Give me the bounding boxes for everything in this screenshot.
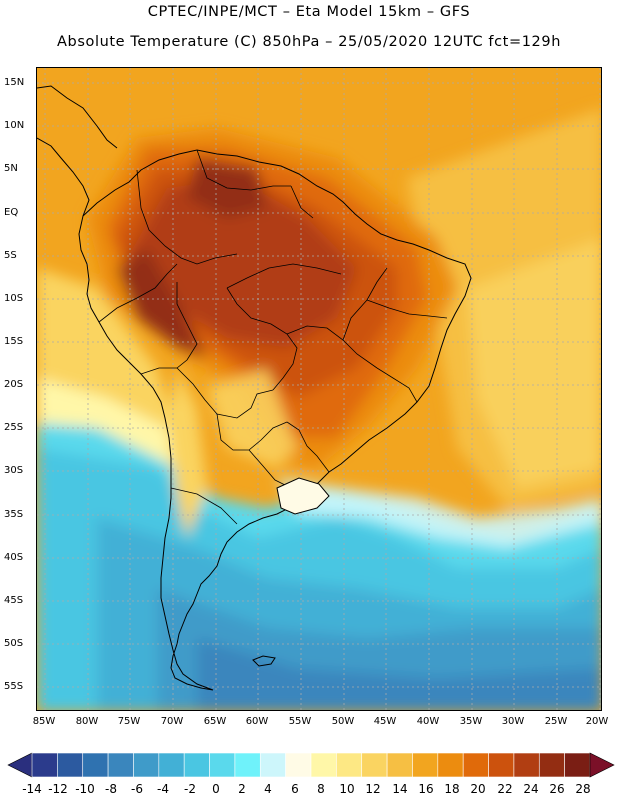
lat-label: 50S bbox=[4, 638, 24, 649]
colorbar-cell bbox=[361, 752, 388, 778]
colorbar-cell bbox=[107, 752, 134, 778]
colorbar-label: 28 bbox=[575, 782, 591, 796]
lon-label: 25W bbox=[544, 716, 568, 727]
colorbar-cell bbox=[538, 752, 565, 778]
colorbar-cell bbox=[133, 752, 160, 778]
lat-label: 55S bbox=[4, 681, 24, 692]
falkland-islands bbox=[252, 655, 276, 667]
colorbar-cell bbox=[412, 752, 439, 778]
colorbar-high-arrow bbox=[589, 752, 615, 778]
lat-label: 15S bbox=[4, 336, 24, 347]
title-line-1: CPTEC/INPE/MCT – Eta Model 15km – GFS bbox=[147, 4, 471, 20]
colorbar-label: 20 bbox=[470, 782, 486, 796]
colorbar-cell bbox=[488, 752, 515, 778]
colorbar-label: 8 bbox=[317, 782, 325, 796]
colorbar-cell bbox=[57, 752, 84, 778]
country-borders bbox=[98, 149, 448, 525]
colorbar-label: 10 bbox=[339, 782, 355, 796]
lon-label: 30W bbox=[501, 716, 525, 727]
graticule bbox=[37, 68, 601, 710]
lon-label: 80W bbox=[75, 716, 99, 727]
colorbar-cell bbox=[564, 752, 591, 778]
lon-label: 50W bbox=[331, 716, 355, 727]
colorbar-low-arrow bbox=[7, 752, 33, 778]
colorbar-label: -4 bbox=[157, 782, 169, 796]
lat-label: 5S bbox=[4, 250, 17, 261]
lon-label: 70W bbox=[160, 716, 184, 727]
temperature-field bbox=[37, 108, 601, 710]
colorbar-cell bbox=[336, 752, 363, 778]
colorbar-label: 4 bbox=[264, 782, 272, 796]
colorbar-cell bbox=[437, 752, 464, 778]
colorbar-label: 26 bbox=[549, 782, 565, 796]
colorbar-label: 0 bbox=[212, 782, 220, 796]
lat-label: 10S bbox=[4, 293, 24, 304]
lat-label: 5N bbox=[4, 163, 18, 174]
colorbar-cell bbox=[158, 752, 185, 778]
colorbar-cell bbox=[234, 752, 261, 778]
lon-label: 75W bbox=[117, 716, 141, 727]
colorbar-cell bbox=[462, 752, 489, 778]
coastline-central-america bbox=[37, 85, 118, 217]
colorbar-label: -10 bbox=[75, 782, 95, 796]
colorbar-label: 6 bbox=[291, 782, 299, 796]
coastline-south-america bbox=[78, 149, 472, 691]
lat-label: 40S bbox=[4, 552, 24, 563]
colorbar-label: 18 bbox=[444, 782, 460, 796]
colorbar-label: -2 bbox=[184, 782, 196, 796]
lat-label: 30S bbox=[4, 465, 24, 476]
colorbar bbox=[7, 752, 615, 778]
colorbar-label: 16 bbox=[418, 782, 434, 796]
title-line-2: Absolute Temperature (C) 850hPa – 25/05/… bbox=[57, 34, 561, 50]
colorbar-label: 22 bbox=[497, 782, 513, 796]
colorbar-cell bbox=[386, 752, 413, 778]
colorbar-label: -12 bbox=[48, 782, 68, 796]
lon-label: 85W bbox=[32, 716, 56, 727]
colorbar-cell bbox=[82, 752, 109, 778]
lat-label: 20S bbox=[4, 379, 24, 390]
colorbar-label: 24 bbox=[523, 782, 539, 796]
lat-label: 10N bbox=[4, 120, 25, 131]
lat-label: 45S bbox=[4, 595, 24, 606]
colorbar-label: 14 bbox=[392, 782, 408, 796]
lat-label: 35S bbox=[4, 509, 24, 520]
lon-label: 55W bbox=[288, 716, 312, 727]
colorbar-cell bbox=[183, 752, 210, 778]
lon-label: 65W bbox=[203, 716, 227, 727]
lat-label: 25S bbox=[4, 422, 24, 433]
colorbar-label: 12 bbox=[365, 782, 381, 796]
colorbar-cell bbox=[513, 752, 540, 778]
colorbar-cell bbox=[209, 752, 236, 778]
colorbar-label: 2 bbox=[238, 782, 246, 796]
colorbar-label: -6 bbox=[131, 782, 143, 796]
lat-label: EQ bbox=[4, 207, 19, 218]
lon-label: 40W bbox=[416, 716, 440, 727]
temperature-map bbox=[36, 67, 602, 711]
lon-label: 20W bbox=[585, 716, 609, 727]
lon-label: 35W bbox=[459, 716, 483, 727]
la-plata-region bbox=[276, 477, 330, 515]
lon-label: 45W bbox=[373, 716, 397, 727]
colorbar-cell bbox=[285, 752, 312, 778]
colorbar-label: -8 bbox=[105, 782, 117, 796]
colorbar-cell bbox=[259, 752, 286, 778]
colorbar-cell bbox=[31, 752, 58, 778]
lat-label: 15N bbox=[4, 77, 25, 88]
colorbar-cell bbox=[310, 752, 337, 778]
lon-label: 60W bbox=[245, 716, 269, 727]
colorbar-label: -14 bbox=[22, 782, 42, 796]
